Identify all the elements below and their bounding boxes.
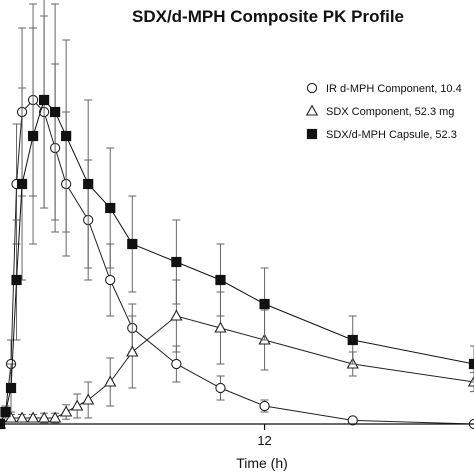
legend-marker	[305, 104, 319, 116]
chart-title: SDX/d-MPH Composite PK Profile	[132, 7, 404, 26]
data-point	[127, 238, 138, 250]
data-point	[126, 345, 139, 357]
data-point	[61, 130, 72, 142]
data-point	[0, 406, 11, 418]
data-point	[214, 321, 227, 333]
data-point	[259, 298, 270, 310]
data-point	[259, 400, 270, 412]
data-point	[83, 178, 94, 190]
data-point	[170, 309, 183, 321]
data-point	[215, 274, 226, 286]
legend-marker	[306, 82, 318, 94]
legend-marker	[306, 128, 318, 140]
x-tick-label: 12	[257, 433, 271, 448]
x-axis-label: Time (h)	[236, 455, 288, 471]
data-point	[16, 178, 28, 190]
legend-label: SDX/d-MPH Capsule, 52.3	[326, 129, 457, 141]
data-point	[71, 399, 84, 411]
data-point	[15, 411, 29, 423]
data-point	[105, 202, 116, 214]
legend-label: IR d-MPH Component, 10.4	[326, 83, 462, 95]
series-1	[0, 279, 474, 429]
series-line	[0, 99, 474, 425]
data-point	[104, 375, 117, 387]
legend: IR d-MPH Component, 10.4 SDX Component, 5…	[305, 82, 462, 141]
series-2	[0, 0, 474, 430]
data-point	[467, 375, 474, 387]
data-point	[26, 411, 40, 423]
data-point	[27, 130, 39, 142]
data-point	[171, 358, 182, 370]
legend-label: SDX Component, 52.3 mg	[326, 106, 454, 118]
data-point	[468, 358, 474, 370]
data-point	[38, 94, 50, 106]
data-point	[37, 411, 51, 423]
data-point	[60, 405, 73, 417]
data-point	[11, 274, 22, 286]
plot-area	[0, 0, 474, 430]
series-line	[0, 315, 474, 425]
series-0	[0, 3, 474, 430]
data-point	[50, 106, 61, 118]
axes: 12	[0, 423, 474, 448]
data-point	[5, 382, 17, 394]
series-line	[0, 99, 474, 425]
data-point	[171, 256, 182, 268]
data-point	[4, 411, 18, 423]
data-point	[347, 415, 358, 426]
data-point	[82, 393, 95, 405]
data-point	[215, 382, 226, 394]
data-point	[347, 334, 358, 346]
data-point	[105, 274, 116, 286]
data-point	[48, 411, 62, 423]
